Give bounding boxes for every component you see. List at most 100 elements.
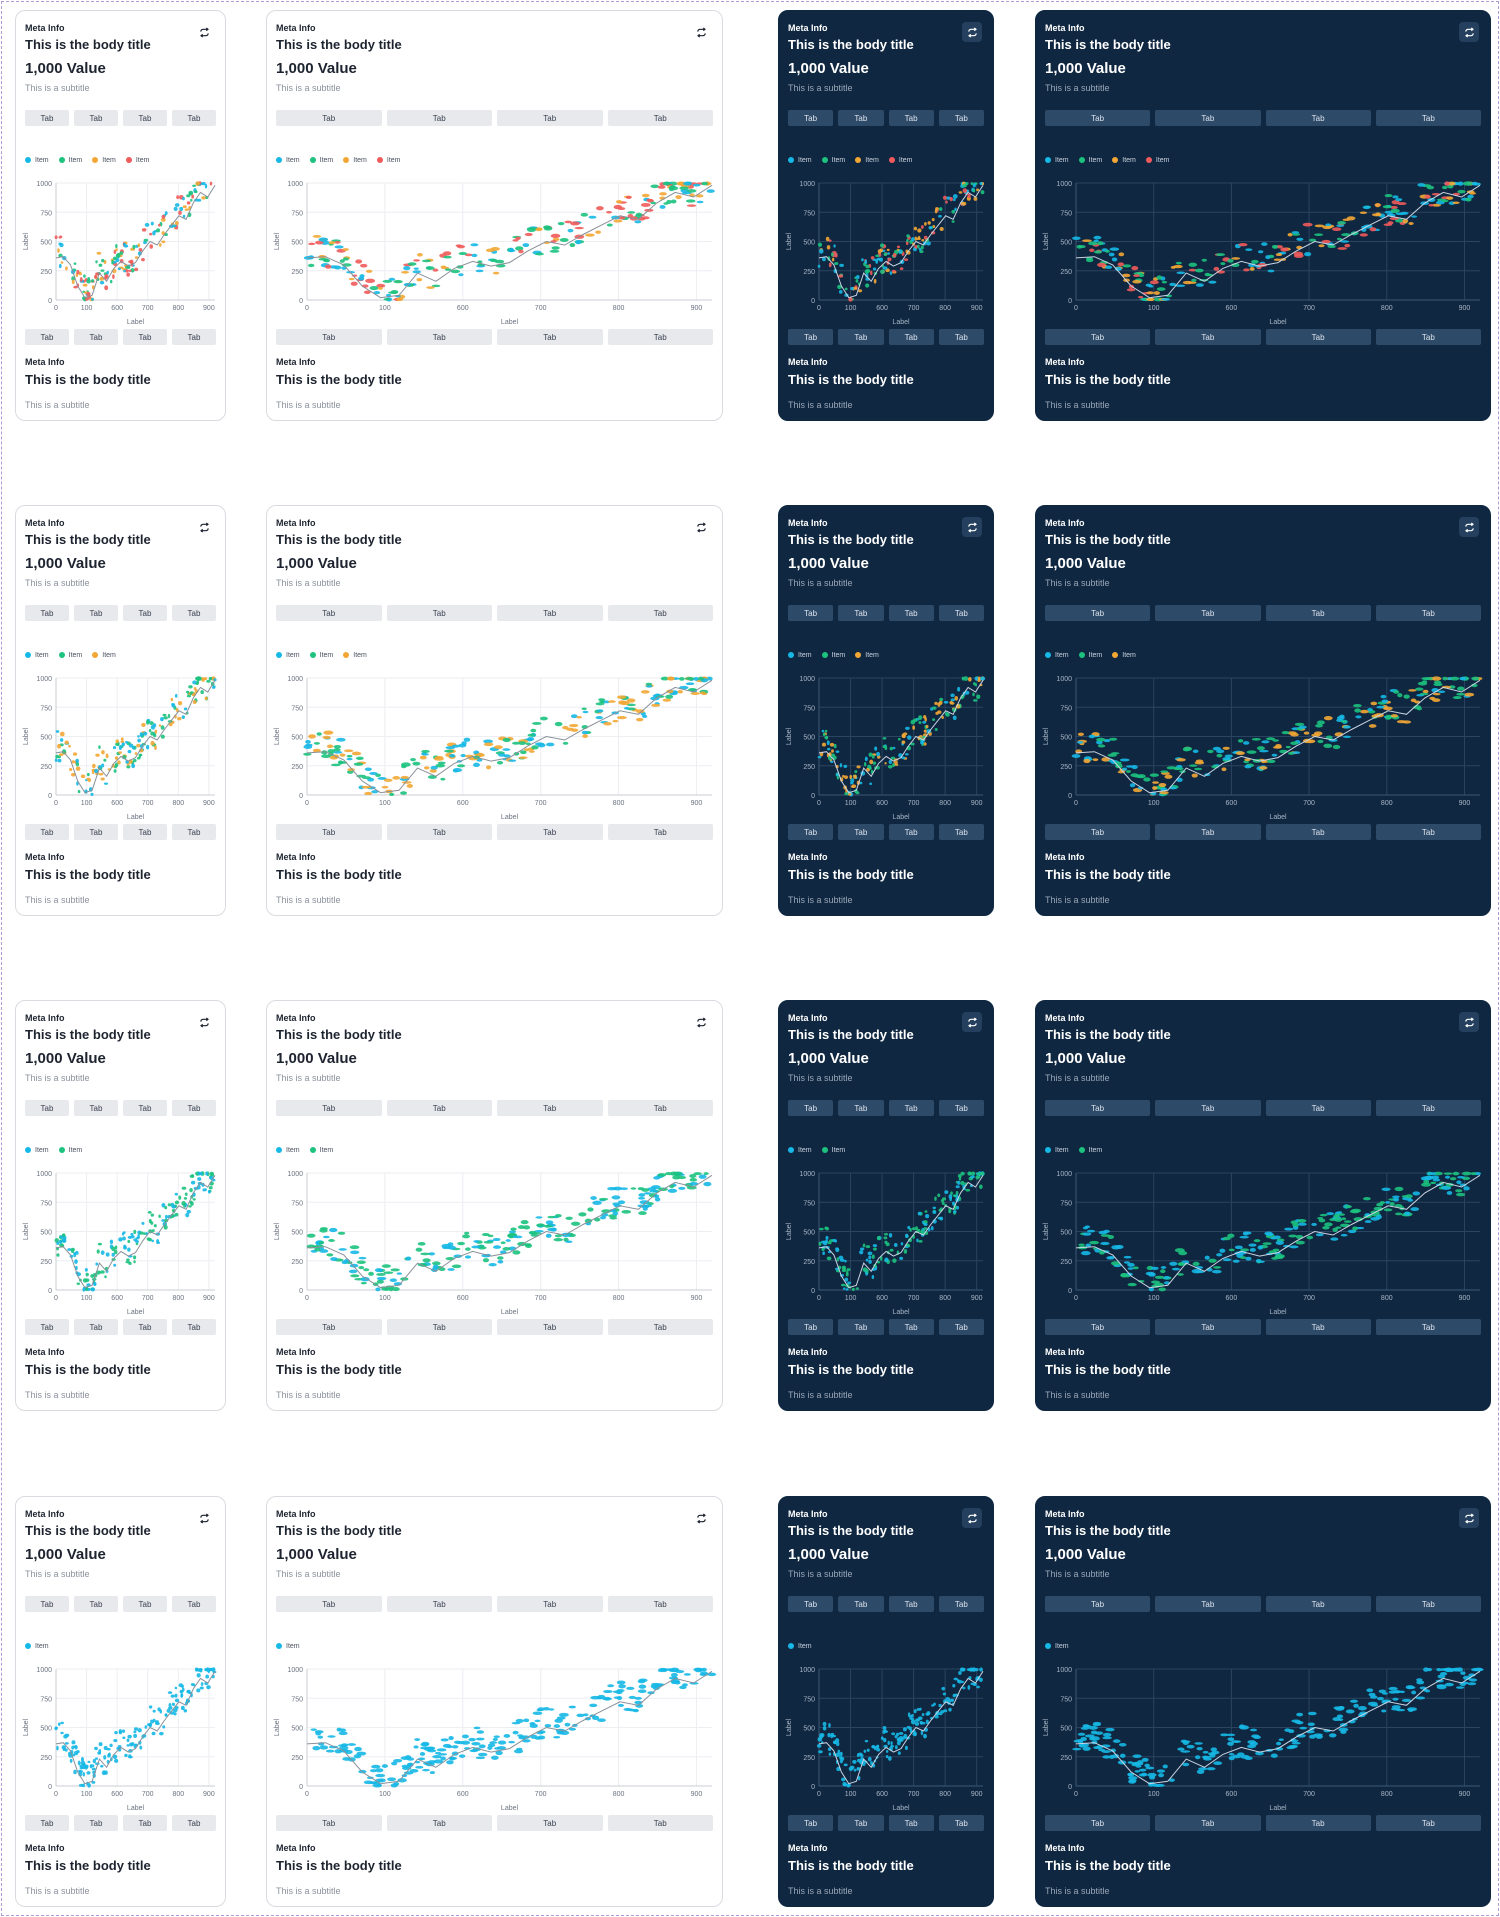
legend-item[interactable]: Item (788, 652, 812, 659)
legend-item[interactable]: Item (821, 157, 845, 164)
legend-item[interactable]: Item (855, 652, 879, 659)
legend-item[interactable]: Item (309, 652, 333, 659)
legend-item[interactable]: Item (125, 157, 150, 164)
tab-2[interactable]: Tab (838, 1100, 884, 1116)
legend-item[interactable]: Item (888, 157, 913, 164)
tab-2[interactable]: Tab (838, 1319, 884, 1335)
tab-4[interactable]: Tab (1375, 605, 1481, 621)
legend-item[interactable]: Item (1112, 157, 1136, 164)
legend-item[interactable]: Item (25, 1643, 49, 1650)
legend-item[interactable]: Item (309, 1147, 333, 1154)
tab-2[interactable]: Tab (838, 824, 884, 840)
legend-item[interactable]: Item (58, 157, 82, 164)
tab-2[interactable]: Tab (74, 605, 118, 621)
tab-3[interactable]: Tab (123, 605, 167, 621)
tab-3[interactable]: Tab (123, 1319, 167, 1335)
tab-1[interactable]: Tab (25, 1596, 69, 1612)
tab-2[interactable]: Tab (1155, 1100, 1261, 1116)
legend-item[interactable]: Item (1078, 157, 1102, 164)
tab-2[interactable]: Tab (1155, 1596, 1261, 1612)
tab-1[interactable]: Tab (276, 110, 382, 126)
tab-4[interactable]: Tab (1375, 1100, 1481, 1116)
tab-1[interactable]: Tab (788, 110, 834, 126)
tab-4[interactable]: Tab (938, 1596, 984, 1612)
tab-2[interactable]: Tab (386, 1319, 492, 1335)
legend-item[interactable]: Item (343, 157, 367, 164)
tab-1[interactable]: Tab (25, 605, 69, 621)
tab-4[interactable]: Tab (1375, 1596, 1481, 1612)
tab-3[interactable]: Tab (497, 329, 603, 345)
tab-3[interactable]: Tab (497, 824, 603, 840)
legend-item[interactable]: Item (855, 157, 879, 164)
tab-4[interactable]: Tab (1375, 110, 1481, 126)
legend-item[interactable]: Item (25, 157, 49, 164)
refresh-button[interactable] (962, 517, 982, 537)
tab-3[interactable]: Tab (123, 824, 167, 840)
legend-item[interactable]: Item (92, 157, 116, 164)
tab-2[interactable]: Tab (838, 1815, 884, 1831)
tab-4[interactable]: Tab (938, 110, 984, 126)
tab-3[interactable]: Tab (888, 329, 934, 345)
tab-1[interactable]: Tab (1045, 605, 1151, 621)
tab-1[interactable]: Tab (1045, 329, 1151, 345)
tab-1[interactable]: Tab (25, 1815, 69, 1831)
tab-2[interactable]: Tab (838, 1596, 884, 1612)
tab-4[interactable]: Tab (607, 329, 713, 345)
refresh-button[interactable] (194, 517, 214, 537)
tab-2[interactable]: Tab (838, 329, 884, 345)
tab-3[interactable]: Tab (497, 1596, 603, 1612)
tab-3[interactable]: Tab (888, 824, 934, 840)
tab-3[interactable]: Tab (888, 1596, 934, 1612)
tab-2[interactable]: Tab (386, 1100, 492, 1116)
tab-4[interactable]: Tab (607, 1100, 713, 1116)
tab-2[interactable]: Tab (74, 1815, 118, 1831)
tab-1[interactable]: Tab (788, 1100, 834, 1116)
legend-item[interactable]: Item (276, 157, 300, 164)
tab-1[interactable]: Tab (276, 1319, 382, 1335)
legend-item[interactable]: Item (821, 1147, 845, 1154)
tab-4[interactable]: Tab (607, 110, 713, 126)
tab-1[interactable]: Tab (788, 605, 834, 621)
tab-3[interactable]: Tab (123, 110, 167, 126)
tab-2[interactable]: Tab (386, 1815, 492, 1831)
tab-3[interactable]: Tab (1265, 1319, 1371, 1335)
tab-2[interactable]: Tab (838, 110, 884, 126)
tab-4[interactable]: Tab (938, 824, 984, 840)
legend-item[interactable]: Item (788, 1147, 812, 1154)
tab-4[interactable]: Tab (172, 1596, 216, 1612)
tab-2[interactable]: Tab (1155, 605, 1261, 621)
refresh-button[interactable] (691, 517, 711, 537)
legend-item[interactable]: Item (276, 652, 300, 659)
tab-3[interactable]: Tab (888, 1100, 934, 1116)
tab-1[interactable]: Tab (276, 1596, 382, 1612)
tab-3[interactable]: Tab (1265, 329, 1371, 345)
tab-4[interactable]: Tab (607, 1815, 713, 1831)
tab-4[interactable]: Tab (607, 824, 713, 840)
legend-item[interactable]: Item (25, 1147, 49, 1154)
tab-1[interactable]: Tab (276, 824, 382, 840)
tab-1[interactable]: Tab (25, 1100, 69, 1116)
tab-1[interactable]: Tab (25, 824, 69, 840)
legend-item[interactable]: Item (788, 157, 812, 164)
tab-2[interactable]: Tab (74, 110, 118, 126)
tab-3[interactable]: Tab (888, 110, 934, 126)
tab-3[interactable]: Tab (888, 1319, 934, 1335)
refresh-button[interactable] (1459, 1508, 1479, 1528)
tab-2[interactable]: Tab (386, 329, 492, 345)
legend-item[interactable]: Item (1045, 1643, 1069, 1650)
tab-3[interactable]: Tab (123, 1815, 167, 1831)
tab-3[interactable]: Tab (1265, 1100, 1371, 1116)
tab-4[interactable]: Tab (1375, 1319, 1481, 1335)
tab-2[interactable]: Tab (74, 1596, 118, 1612)
tab-3[interactable]: Tab (497, 1815, 603, 1831)
tab-1[interactable]: Tab (1045, 1319, 1151, 1335)
tab-4[interactable]: Tab (938, 1319, 984, 1335)
tab-3[interactable]: Tab (1265, 605, 1371, 621)
tab-4[interactable]: Tab (938, 329, 984, 345)
tab-2[interactable]: Tab (386, 110, 492, 126)
refresh-button[interactable] (691, 22, 711, 42)
tab-3[interactable]: Tab (497, 110, 603, 126)
tab-1[interactable]: Tab (1045, 1100, 1151, 1116)
tab-2[interactable]: Tab (74, 329, 118, 345)
tab-4[interactable]: Tab (938, 1815, 984, 1831)
